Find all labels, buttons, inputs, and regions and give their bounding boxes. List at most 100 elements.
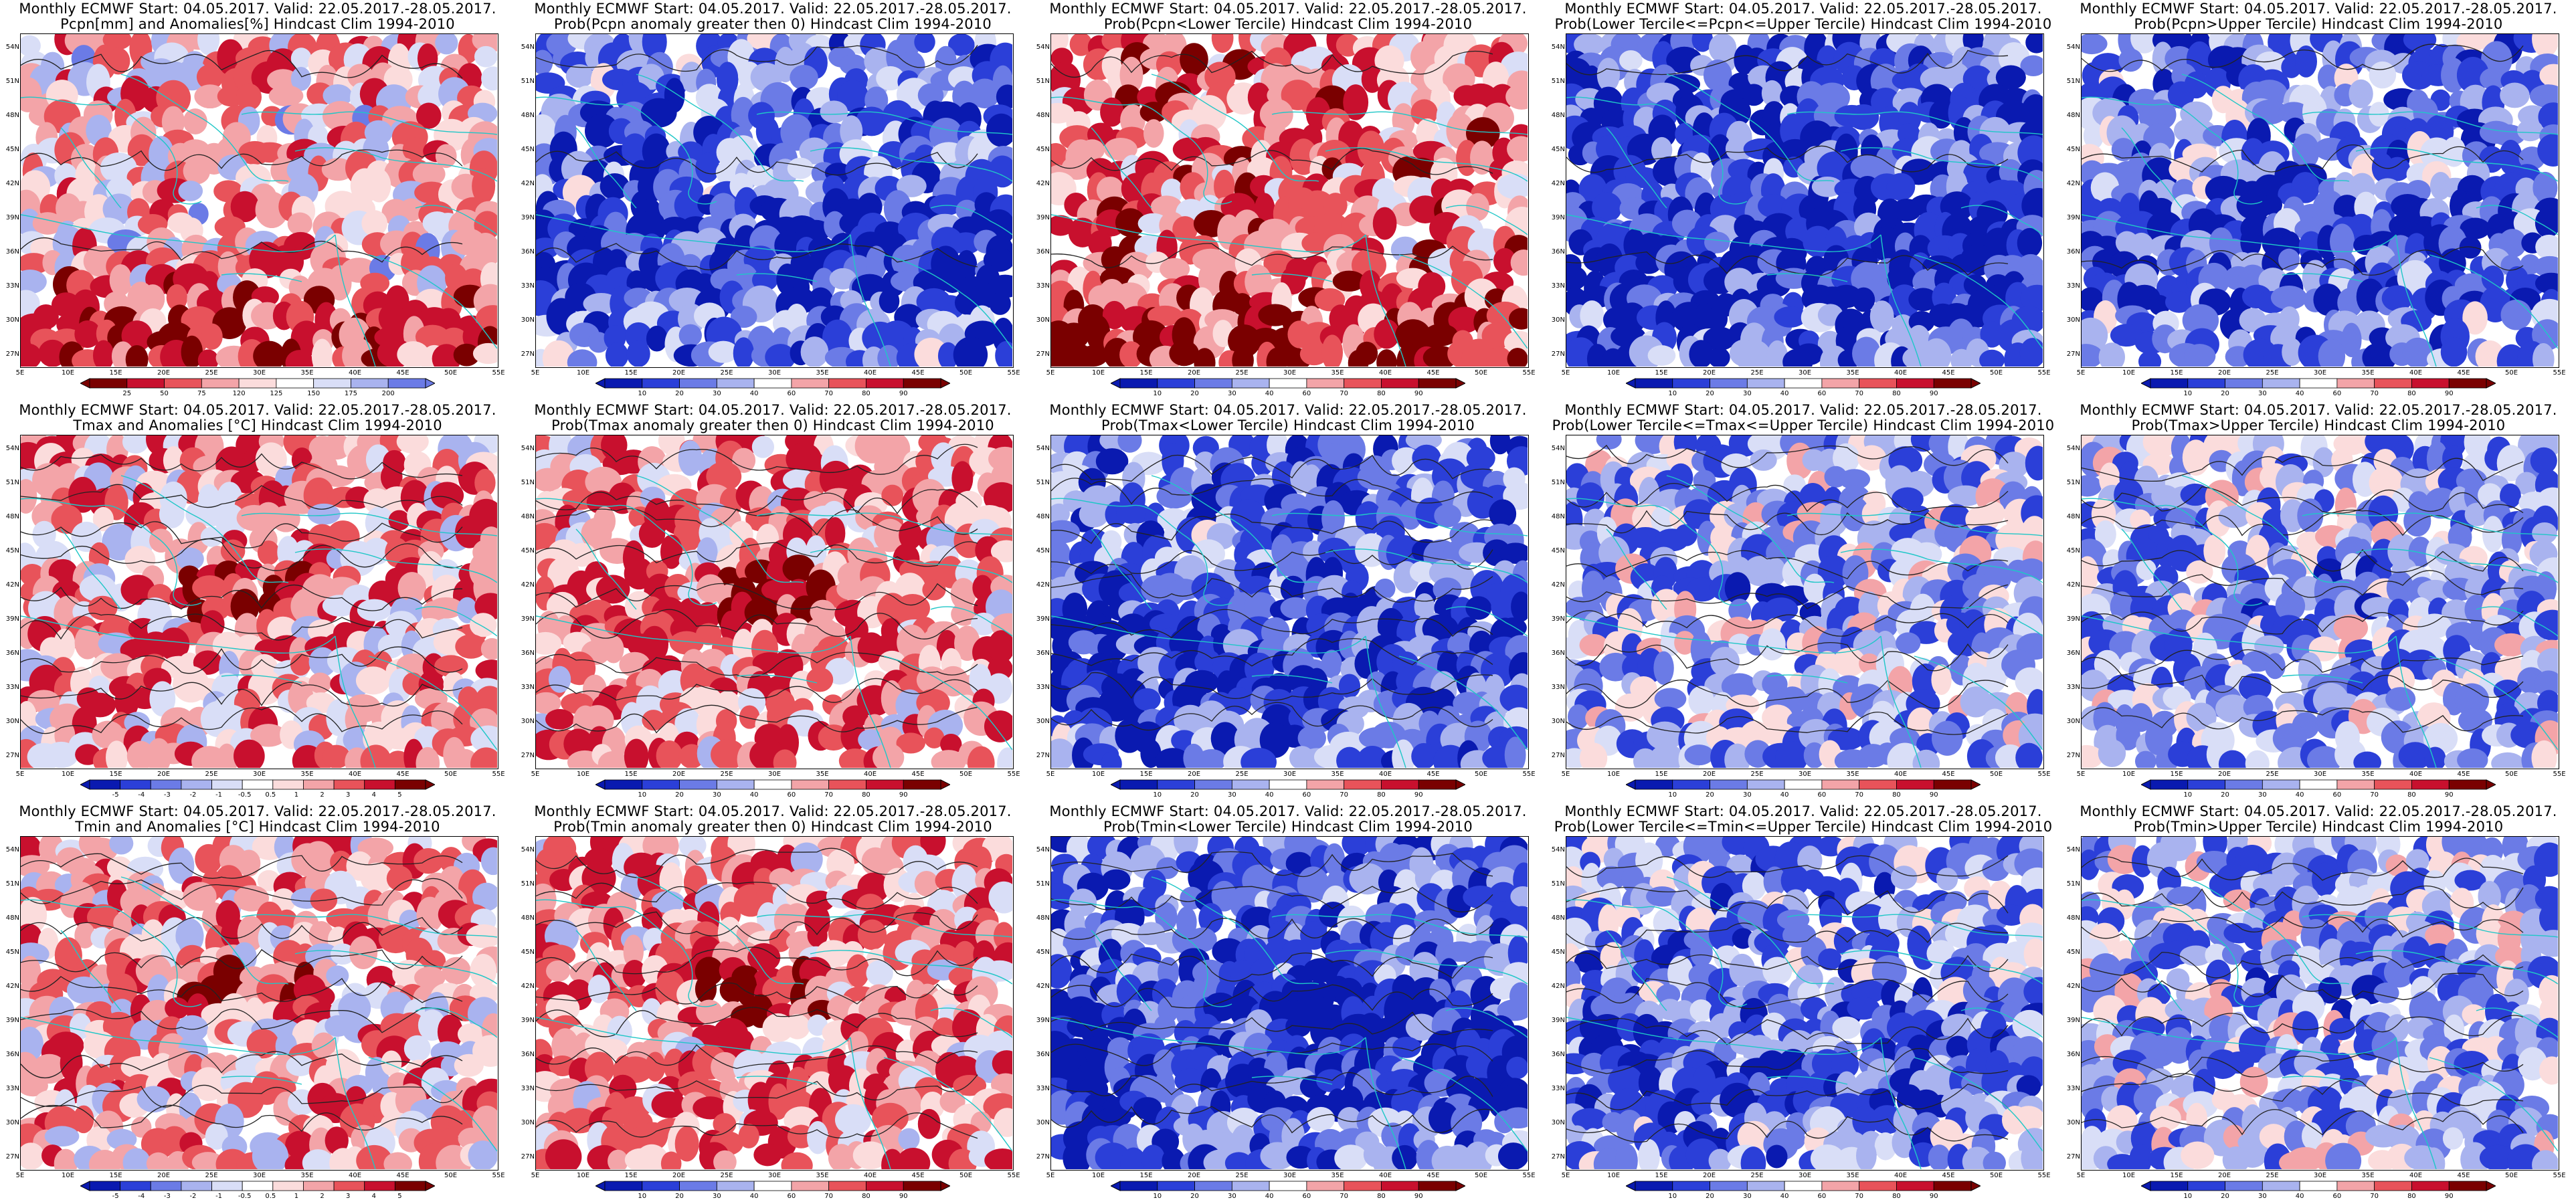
field-cell [1859,653,1880,674]
longitude-label: 5E [2076,771,2086,778]
field-cell [940,733,962,755]
colorbar-segment [211,779,243,790]
coastline [294,147,497,182]
forecast-map [1566,435,2044,769]
climatology-contour [536,443,978,475]
field-cell [386,866,413,892]
climatology-contour [1566,610,2009,637]
field-cell [321,435,352,460]
latitude-label: 45N [1551,547,1565,555]
coastline [1880,234,1922,367]
forecast-map [20,435,498,769]
coastline [415,205,497,235]
field-cell [2333,195,2361,222]
latitude-label: 36N [2066,649,2080,657]
field-cell [74,922,96,949]
latitude-label: 30N [521,316,535,324]
field-cell [1280,597,1311,619]
panel-title-line2: Tmax and Anomalies [°C] Hindcast Clim 19… [73,417,442,433]
field-cell [2482,516,2504,553]
field-cell [638,520,666,548]
field-cell [1399,499,1422,530]
coastline [1251,674,1333,684]
field-cell [2537,648,2558,676]
climatology-contour [2082,548,2524,573]
latitude-label: 39N [1036,615,1050,623]
coastline [575,528,637,610]
colorbar-tick-label: 25 [122,390,132,397]
field-cell [1155,748,1191,768]
field-cell [178,181,203,201]
field-cell [1870,227,1903,262]
longitude-label: 45E [396,369,409,377]
latitude-label: 42N [2066,180,2080,187]
field-cell [2501,524,2522,557]
colorbar-tick-label: 80 [1892,390,1901,397]
field-cell [1710,646,1740,677]
field-cell [536,114,557,147]
field-cell [881,484,904,506]
climatology-contour [1051,573,1493,603]
field-cell [2515,472,2539,496]
field-cell [1999,159,2023,185]
longitude-label: 50E [1474,771,1488,778]
coastline [21,615,336,654]
field-cell [2110,324,2143,347]
colorbar-arrow-right [1455,378,1465,389]
coastline [1398,254,1528,349]
field-cell [1592,192,1623,223]
latitude-label: 51N [2066,479,2080,486]
coastline [883,254,1012,349]
latitude-label: 39N [5,214,19,221]
field-cell [1803,742,1825,768]
field-cell [1101,751,1122,768]
longitude-label: 10E [61,369,75,377]
field-cell [2082,62,2104,89]
coastline [1051,615,1366,654]
forecast-map [1566,33,2044,368]
field-cell [1354,648,1380,679]
coastline [1151,475,1319,583]
field-cell [2423,722,2458,755]
field-cell [2341,322,2362,358]
field-cell [2349,79,2373,108]
longitude-label: 35E [1331,771,1344,778]
colorbar [595,378,950,389]
field-cell [1489,435,1511,455]
field-cell [874,518,906,553]
latitude-label: 54N [1036,43,1050,51]
colorbar-segment [866,779,904,790]
longitude-label: 55E [2553,771,2566,778]
longitude-label: 30E [2313,771,2327,778]
field-cell [2457,748,2488,768]
field-cell [2454,273,2490,298]
colorbar-arrow-left [595,779,606,790]
colorbar-tick-label: 60 [2332,390,2342,397]
field-cell [1653,651,1674,685]
field-cell [285,350,314,367]
longitude-label: 50E [444,369,458,377]
field-cell [739,705,760,729]
field-cell [581,517,612,550]
longitude-label: 40E [2409,771,2423,778]
field-cell [953,336,988,367]
field-cell [1493,247,1516,274]
field-cell [1651,136,1673,163]
colorbar-tick-label: 60 [787,791,796,799]
field-cell [2534,256,2558,278]
colorbar-segment [2374,779,2412,790]
latitude-label: 42N [1551,581,1565,589]
colorbar-segment [201,378,240,389]
field-cell [2082,744,2104,768]
colorbar-tick-label: 70 [2370,390,2379,397]
panel-title-line1: Monthly ECMWF Start: 04.05.2017. Valid: … [2080,402,2557,418]
field-cell [2245,750,2270,768]
field-cell [2017,558,2043,583]
field-cell [1892,487,1924,511]
coastline [2476,606,2558,637]
colorbar-segment [1859,378,1897,389]
longitude-label: 15E [109,369,122,377]
latitude-label: 30N [1036,718,1050,725]
colorbar-segment [242,779,274,790]
longitude-label: 25E [1750,369,1764,377]
